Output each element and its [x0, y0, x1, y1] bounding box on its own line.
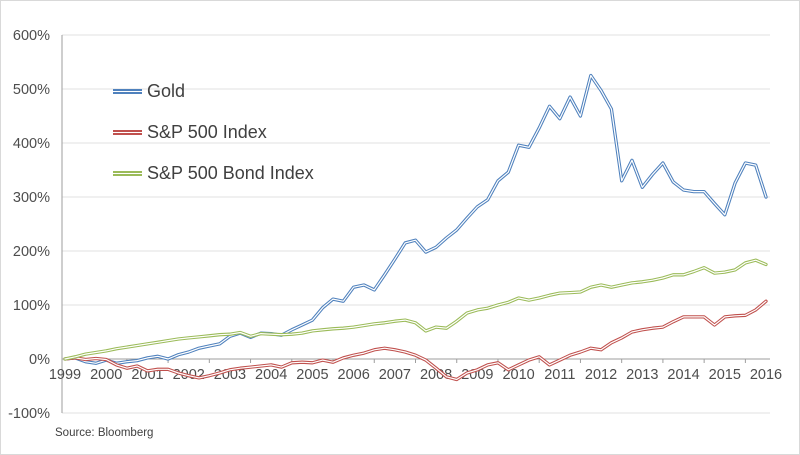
gold-line-inner-stripe — [64, 74, 767, 364]
bond-line — [63, 258, 768, 361]
legend-label-sp500: S&P 500 Index — [147, 121, 267, 142]
chart-legend: Gold S&P 500 Index S&P 500 Bond Index — [113, 81, 314, 204]
x-axis-tick-label: 2004 — [255, 367, 287, 383]
sp500-series-swatch-icon — [113, 129, 142, 135]
gold-series-swatch-icon — [113, 88, 142, 94]
legend-item-gold: Gold — [113, 81, 314, 101]
x-axis-tick-label: 2013 — [626, 367, 658, 383]
y-axis-tick-label: 200% — [13, 244, 50, 260]
x-axis-tick-label: 2007 — [379, 367, 411, 383]
x-axis-tick-label: 2016 — [750, 367, 782, 383]
legend-item-bond: S&P 500 Bond Index — [113, 163, 314, 183]
y-axis-tick-label: 300% — [13, 190, 50, 206]
y-axis-tick-label: -100% — [8, 406, 50, 422]
x-axis-tick-label: 2011 — [544, 367, 575, 383]
x-axis-tick-label: 2008 — [420, 367, 452, 383]
x-axis-tick-label: 2014 — [667, 367, 699, 383]
y-axis-tick-label: 100% — [13, 298, 50, 314]
bond-series-swatch-icon — [113, 170, 142, 176]
x-axis-tick-label: 2015 — [709, 367, 741, 383]
legend-label-gold: Gold — [147, 80, 186, 101]
x-axis-tick-label: 2005 — [296, 367, 328, 383]
bond-line-inner-stripe — [64, 259, 767, 360]
legend-item-sp500: S&P 500 Index — [113, 122, 314, 142]
y-axis-tick-label: 400% — [13, 136, 50, 152]
x-axis-tick-label: 2012 — [585, 367, 617, 383]
x-axis-tick-label: 2000 — [90, 367, 122, 383]
legend-label-bond: S&P 500 Bond Index — [147, 162, 314, 183]
x-axis-tick-label: 2010 — [502, 367, 534, 383]
y-axis-tick-label: 500% — [13, 82, 50, 98]
sp500-line-inner-stripe — [64, 300, 767, 381]
y-axis-tick-label: 600% — [13, 28, 50, 44]
y-axis-tick-label: 0% — [29, 352, 50, 368]
x-axis-tick-label: 2006 — [338, 367, 370, 383]
x-axis-tick-label: 1999 — [49, 367, 81, 383]
source-note: Source: Bloomberg — [55, 427, 154, 439]
